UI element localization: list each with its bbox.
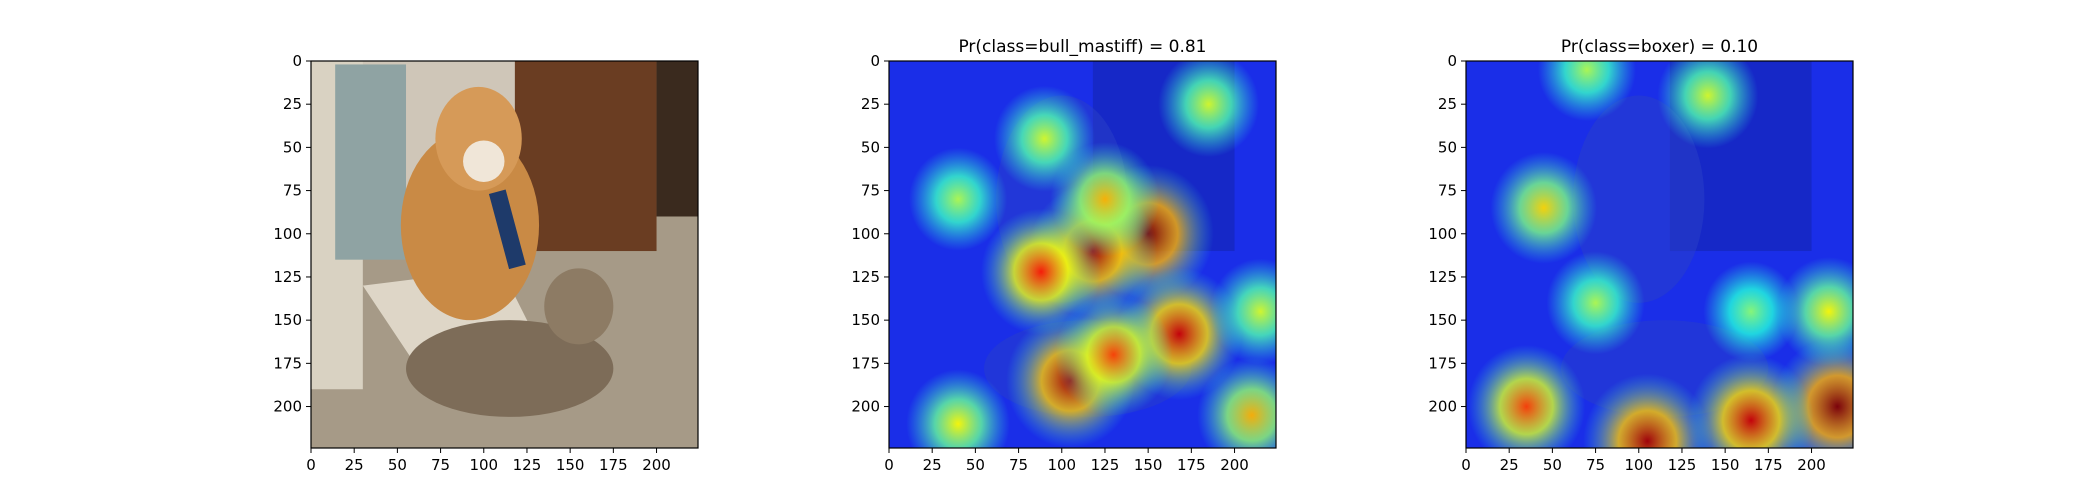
y-tick-label: 75 [861,182,880,200]
y-tick-label: 25 [283,95,302,113]
y-tick-label: 200 [1428,398,1457,416]
y-tick-label: 150 [1428,311,1457,329]
x-tick-label: 125 [513,456,542,474]
y-tick-label: 50 [1438,138,1457,156]
photo-dog-tie [488,189,526,270]
x-tick-label: 25 [923,456,942,474]
x-tick-label: 25 [345,456,364,474]
heatmap-hotspot [1583,373,1712,448]
chart-panel-2: 0 25 50 75 100 125 150 175 200 0 25 50 75 100 125 150 17… [851,37,1277,474]
photo-dark-corner [656,61,698,217]
y-tick-label: 25 [861,95,880,113]
y-tick-label: 200 [851,398,880,416]
y-tick-label: 75 [1438,182,1457,200]
heatmap-hotspot [906,369,1010,448]
y-tick-label: 125 [273,268,302,286]
x-tick-label: 0 [1461,456,1471,474]
axes-frame [310,60,699,449]
x-tick-label: 0 [884,456,894,474]
x-tick-label: 100 [1624,456,1653,474]
heatmap-hotspot [909,147,1008,251]
y-tick-label: 100 [1428,225,1457,243]
y-tick-label: 125 [1428,268,1457,286]
heatmap-ghost-dog [1573,95,1705,303]
x-tick-label: 175 [1177,456,1206,474]
heatmap-hotspot [1197,357,1276,448]
y-tick-label: 125 [851,268,880,286]
heatmap-hotspot [1054,293,1173,417]
x-tick-label: 25 [1500,456,1519,474]
y-tick-label: 175 [851,354,880,372]
chart-panel-3: 0 25 50 75 100 125 150 175 200 0 25 50 75 100 125 150 17… [1428,37,1854,474]
x-tick-label: 75 [1009,456,1028,474]
x-tick-label: 50 [388,456,407,474]
axes-frame [888,60,1277,449]
heatmap-hotspot [1537,61,1636,122]
x-tick-label: 150 [556,456,585,474]
x-tick-label: 75 [431,456,450,474]
heatmap-image [1466,61,1853,448]
heatmap-hotspot [1467,344,1586,448]
x-tick-label: 100 [469,456,498,474]
photo-image [311,61,698,448]
y-tick-label: 175 [273,354,302,372]
heatmap-hotspot [1657,61,1759,149]
y-tick-label: 100 [851,225,880,243]
heatmap-image [889,61,1276,448]
x-tick-label: 175 [1754,456,1783,474]
x-tick-label: 150 [1711,456,1740,474]
heatmap-hotspot [1776,257,1853,366]
heatmap-hotspot [1490,151,1597,264]
x-tick-label: 125 [1091,456,1120,474]
y-tick-label: 50 [283,138,302,156]
y-tick-label: 75 [283,182,302,200]
y-tick-label: 150 [273,311,302,329]
x-tick-label: 125 [1668,456,1697,474]
y-tick-label: 0 [870,52,880,70]
x-tick-label: 100 [1047,456,1076,474]
x-tick-label: 0 [306,456,316,474]
photo-cat-head [544,268,614,345]
panel-title: Pr(class=bull_mastiff) = 0.81 [958,37,1206,57]
x-tick-label: 200 [1797,456,1826,474]
x-tick-label: 50 [966,456,985,474]
y-tick-label: 0 [1447,52,1457,70]
y-tick-label: 50 [861,138,880,156]
y-tick-label: 175 [1428,354,1457,372]
heatmap-hotspot [1546,251,1645,355]
x-tick-label: 200 [642,456,671,474]
x-tick-label: 150 [1134,456,1163,474]
heatmap-hotspot [1703,261,1799,362]
x-tick-label: 175 [599,456,628,474]
y-tick-label: 150 [851,311,880,329]
y-tick-label: 200 [273,398,302,416]
y-tick-label: 0 [292,52,302,70]
heatmap-hotspot [1210,258,1276,365]
x-tick-label: 200 [1220,456,1249,474]
photo-window [335,64,407,260]
panel-title: Pr(class=boxer) = 0.10 [1561,37,1758,57]
chart-panel-1: 0 25 50 75 100 125 150 175 200 0 25 50 75 100 125 150 17… [273,52,699,474]
x-tick-label: 50 [1543,456,1562,474]
photo-cat-body [406,320,614,417]
y-tick-label: 25 [1438,95,1457,113]
y-tick-label: 100 [273,225,302,243]
heatmap-hotspot [1158,61,1260,158]
x-tick-label: 75 [1586,456,1605,474]
heatmap-hotspot [1688,354,1814,448]
axes-frame [1465,60,1854,449]
heatmap-hotspot [994,85,1095,192]
photo-dog-muzzle [463,140,505,182]
